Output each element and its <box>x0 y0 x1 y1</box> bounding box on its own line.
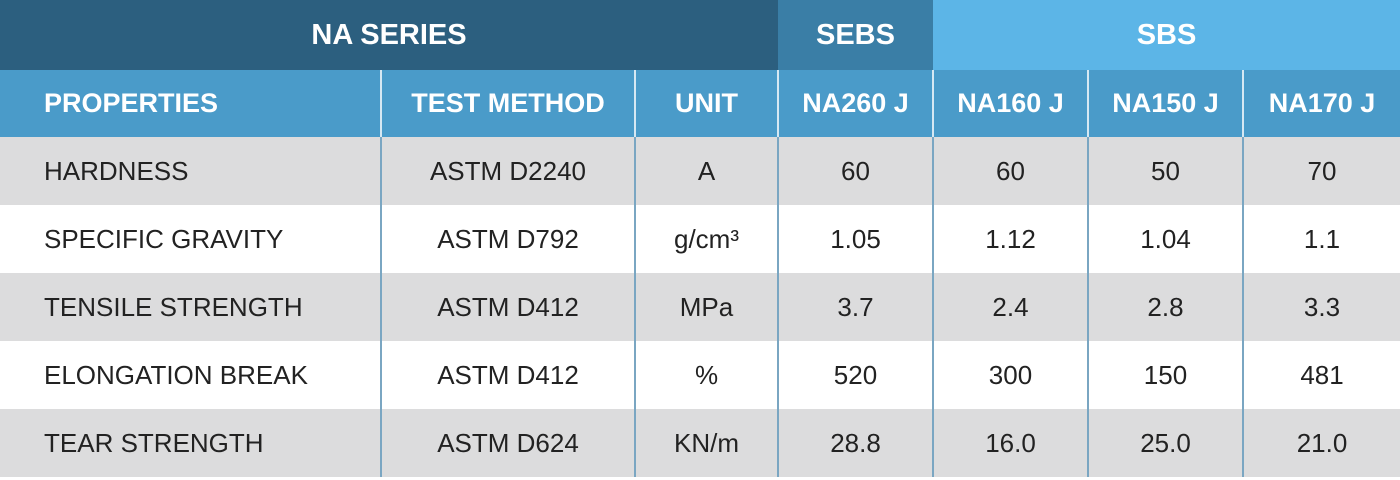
table-cell: 28.8 <box>777 409 933 477</box>
group-header: NA SERIES <box>0 0 778 70</box>
table-cell: g/cm³ <box>634 205 778 273</box>
table-row: TENSILE STRENGTH ASTM D412 MPa 3.7 2.4 2.8 3.3 <box>0 273 1400 341</box>
row-label: HARDNESS <box>0 137 381 205</box>
table-cell: 481 <box>1241 341 1400 409</box>
table-cell: 16.0 <box>932 409 1088 477</box>
column-header: NA160 J <box>932 70 1088 137</box>
column-header: NA170 J <box>1241 70 1400 137</box>
table-cell: 150 <box>1087 341 1243 409</box>
table-cell: 300 <box>932 341 1088 409</box>
table-cell: KN/m <box>634 409 778 477</box>
group-header: SEBS <box>778 0 933 70</box>
table-cell: 1.12 <box>932 205 1088 273</box>
table-cell: 70 <box>1241 137 1400 205</box>
table-row: ELONGATION BREAK ASTM D412% 520 300 150 481 <box>0 341 1400 409</box>
table-cell: 1.04 <box>1087 205 1243 273</box>
table-cell: 1.1 <box>1241 205 1400 273</box>
table-cell: 2.8 <box>1087 273 1243 341</box>
row-label: SPECIFIC GRAVITY <box>0 205 381 273</box>
column-header: UNIT <box>634 70 778 137</box>
row-label: TEAR STRENGTH <box>0 409 381 477</box>
table-cell: ASTM D412 <box>380 341 635 409</box>
group-header-row: NA SERIES SEBS SBS <box>0 0 1400 70</box>
table-row: TEAR STRENGTH ASTM D624 KN/m 28.8 16.0 25.0 21… <box>0 409 1400 477</box>
table-cell: ASTM D624 <box>380 409 635 477</box>
table-body: HARDNESS ASTM D2240 A 60 60 50 70 SPECIFIC GRAV… <box>0 137 1400 477</box>
table-cell: % <box>634 341 778 409</box>
table-cell: A <box>634 137 778 205</box>
column-header: NA150 J <box>1087 70 1243 137</box>
table-cell: ASTM D412 <box>380 273 635 341</box>
row-label: TENSILE STRENGTH <box>0 273 381 341</box>
row-label: ELONGATION BREAK <box>0 341 381 409</box>
column-header: TEST METHOD <box>380 70 635 137</box>
table-cell: 25.0 <box>1087 409 1243 477</box>
table-cell: ASTM D792 <box>380 205 635 273</box>
table-cell: ASTM D2240 <box>380 137 635 205</box>
table-cell: MPa <box>634 273 778 341</box>
table-cell: 21.0 <box>1241 409 1400 477</box>
table-row: SPECIFIC GRAVITY ASTM D792 g/cm³ 1.05 1.12 1.… <box>0 205 1400 273</box>
table-row: HARDNESS ASTM D2240 A 60 60 50 70 <box>0 137 1400 205</box>
table-cell: 3.3 <box>1241 273 1400 341</box>
table-cell: 50 <box>1087 137 1243 205</box>
table-cell: 3.7 <box>777 273 933 341</box>
group-header: SBS <box>933 0 1400 70</box>
table-cell: 60 <box>932 137 1088 205</box>
table-cell: 520 <box>777 341 933 409</box>
column-header: PROPERTIES <box>0 70 381 137</box>
table-cell: 60 <box>777 137 933 205</box>
column-header: NA260 J <box>777 70 933 137</box>
table-cell: 2.4 <box>932 273 1088 341</box>
table-cell: 1.05 <box>777 205 933 273</box>
